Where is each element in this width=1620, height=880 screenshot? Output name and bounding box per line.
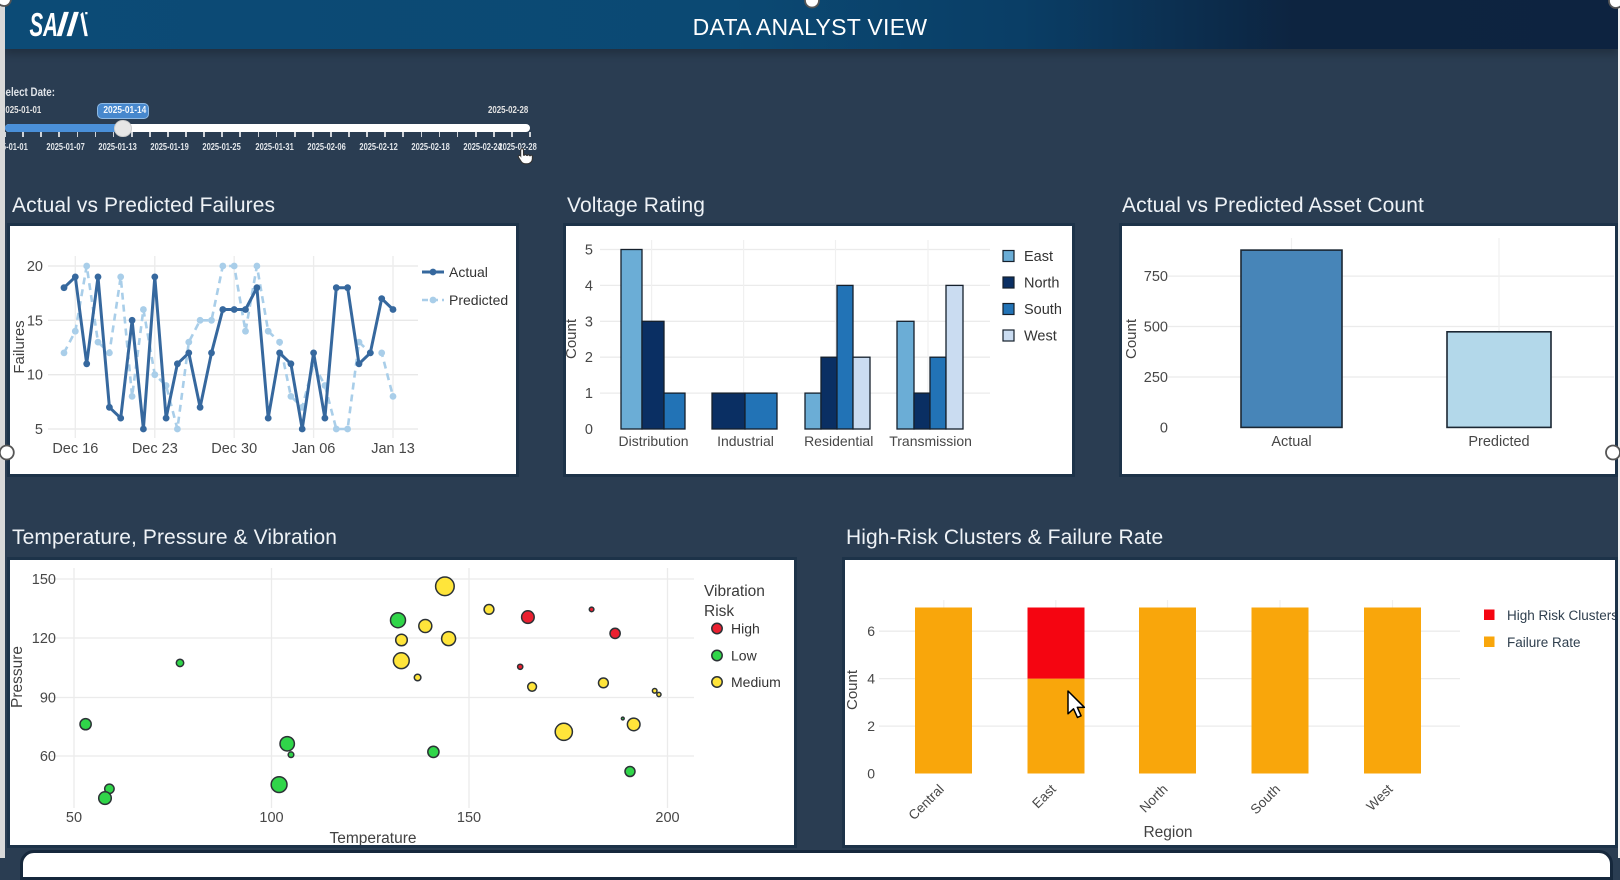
svg-text:90: 90	[40, 691, 56, 707]
svg-text:Low: Low	[731, 648, 758, 664]
svg-text:Dec 23: Dec 23	[132, 441, 178, 457]
svg-text:Failures: Failures	[11, 320, 28, 373]
svg-text:Count: Count	[1123, 318, 1140, 359]
svg-text:Jan 13: Jan 13	[371, 441, 415, 457]
svg-text:3: 3	[585, 314, 593, 330]
svg-text:Failure Rate: Failure Rate	[1507, 635, 1581, 650]
svg-text:10: 10	[27, 368, 43, 384]
svg-text:East: East	[1024, 249, 1053, 265]
svg-text:20: 20	[27, 259, 43, 275]
svg-text:South: South	[1248, 782, 1284, 818]
svg-text:High Risk Clusters: High Risk Clusters	[1507, 608, 1615, 623]
svg-text:4: 4	[585, 278, 593, 294]
svg-text:50: 50	[66, 810, 82, 826]
svg-text:5: 5	[35, 422, 43, 438]
svg-text:1: 1	[585, 386, 593, 402]
svg-text:Risk: Risk	[704, 603, 734, 620]
svg-text:100: 100	[259, 810, 283, 826]
svg-text:200: 200	[655, 810, 679, 826]
svg-text:4: 4	[867, 671, 875, 687]
svg-text:15: 15	[27, 313, 43, 329]
svg-text:High: High	[731, 621, 760, 637]
svg-text:Dec 30: Dec 30	[211, 441, 257, 457]
svg-text:Predicted: Predicted	[1468, 434, 1529, 450]
svg-text:Actual: Actual	[1271, 434, 1311, 450]
svg-text:0: 0	[1160, 420, 1168, 436]
svg-text:Transmission: Transmission	[889, 433, 972, 449]
svg-text:2: 2	[585, 350, 593, 366]
svg-text:120: 120	[32, 631, 56, 647]
svg-text:0: 0	[585, 422, 593, 438]
svg-text:Temperature: Temperature	[329, 830, 416, 845]
svg-text:Predicted: Predicted	[449, 292, 508, 308]
svg-text:500: 500	[1144, 320, 1168, 336]
svg-text:East: East	[1029, 781, 1059, 811]
svg-text:SA: SA	[29, 9, 57, 41]
svg-text:5: 5	[585, 243, 593, 259]
svg-text:150: 150	[457, 810, 481, 826]
svg-text:Vibration: Vibration	[704, 583, 765, 600]
svg-text:Actual: Actual	[449, 264, 488, 280]
svg-text:Jan 06: Jan 06	[292, 441, 336, 457]
svg-text:250: 250	[1144, 370, 1168, 386]
svg-text:Medium: Medium	[731, 674, 781, 690]
svg-text:West: West	[1024, 329, 1057, 345]
svg-text:Central: Central	[906, 782, 947, 823]
svg-text:2: 2	[867, 718, 875, 734]
svg-text:60: 60	[40, 749, 56, 765]
svg-text:0: 0	[867, 766, 875, 782]
svg-text:Industrial: Industrial	[717, 433, 774, 449]
svg-text:750: 750	[1144, 269, 1168, 285]
svg-text:Distribution: Distribution	[618, 433, 688, 449]
svg-text:Pressure: Pressure	[10, 646, 26, 708]
svg-text:North: North	[1024, 276, 1059, 292]
svg-text:West: West	[1363, 781, 1395, 813]
svg-text:Count: Count	[845, 669, 861, 710]
svg-text:Region: Region	[1143, 824, 1192, 841]
svg-text:South: South	[1024, 302, 1062, 318]
svg-text:Residential: Residential	[804, 433, 873, 449]
svg-text:6: 6	[867, 623, 875, 639]
svg-text:North: North	[1137, 782, 1171, 816]
svg-text:150: 150	[32, 572, 56, 588]
svg-text:Count: Count	[566, 318, 580, 359]
svg-text:Dec 16: Dec 16	[52, 441, 98, 457]
